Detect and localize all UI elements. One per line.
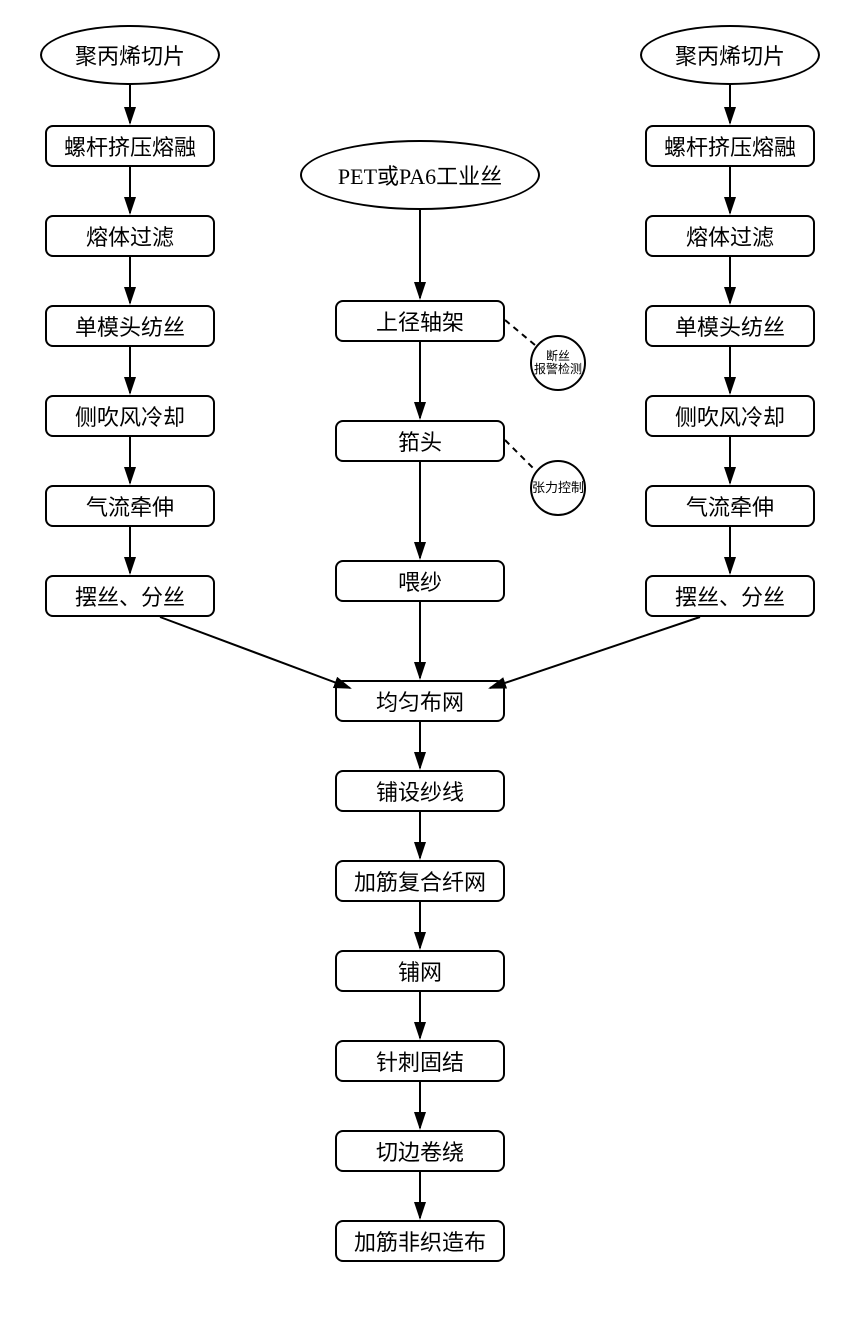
center-step-2: 喂纱 [335,560,505,602]
center-step-1-label: 筘头 [398,425,442,457]
center-start: PET或PA6工业丝 [300,140,540,210]
left-step-5: 摆丝、分丝 [45,575,215,617]
left-step-1-label: 熔体过滤 [86,220,174,252]
left-step-4-label: 气流牵伸 [86,490,174,522]
right-step-0: 螺杆挤压熔融 [645,125,815,167]
right-step-1-label: 熔体过滤 [686,220,774,252]
left-step-2-label: 单模头纺丝 [75,310,185,342]
left-step-0: 螺杆挤压熔融 [45,125,215,167]
tension-label: 张力控制 [532,481,584,495]
merge-step-2: 加筋复合纤网 [335,860,505,902]
right-step-4: 气流牵伸 [645,485,815,527]
right-step-4-label: 气流牵伸 [686,490,774,522]
merge-step-1: 铺设纱线 [335,770,505,812]
merge-step-1-label: 铺设纱线 [376,775,464,807]
left-start-label: 聚丙烯切片 [75,39,185,71]
left-step-1: 熔体过滤 [45,215,215,257]
right-start-label: 聚丙烯切片 [675,39,785,71]
merge-step-3: 铺网 [335,950,505,992]
center-step-0: 上径轴架 [335,300,505,342]
right-step-5-label: 摆丝、分丝 [675,580,785,612]
left-step-2: 单模头纺丝 [45,305,215,347]
merge-step-6: 加筋非织造布 [335,1220,505,1262]
merge-step-5-label: 切边卷绕 [376,1135,464,1167]
merge-step-5: 切边卷绕 [335,1130,505,1172]
right-step-5: 摆丝、分丝 [645,575,815,617]
left-step-3-label: 侧吹风冷却 [75,400,185,432]
merge-step-0-label: 均匀布网 [376,685,464,717]
center-step-0-label: 上径轴架 [376,305,464,337]
center-step-2-label: 喂纱 [398,565,442,597]
merge-step-4: 针刺固结 [335,1040,505,1082]
center-start-label: PET或PA6工业丝 [338,159,502,191]
center-step-1: 筘头 [335,420,505,462]
right-step-1: 熔体过滤 [645,215,815,257]
merge-step-0: 均匀布网 [335,680,505,722]
right-step-2: 单模头纺丝 [645,305,815,347]
right-step-2-label: 单模头纺丝 [675,310,785,342]
left-start: 聚丙烯切片 [40,25,220,85]
tension-annotation: 张力控制 [530,460,586,516]
alarm-label: 断丝 报警检测 [534,350,582,376]
merge-step-2-label: 加筋复合纤网 [354,865,486,897]
left-step-0-label: 螺杆挤压熔融 [64,130,196,162]
right-step-3-label: 侧吹风冷却 [675,400,785,432]
right-step-0-label: 螺杆挤压熔融 [664,130,796,162]
merge-step-4-label: 针刺固结 [376,1045,464,1077]
alarm-annotation: 断丝 报警检测 [530,335,586,391]
right-step-3: 侧吹风冷却 [645,395,815,437]
left-step-3: 侧吹风冷却 [45,395,215,437]
left-step-5-label: 摆丝、分丝 [75,580,185,612]
merge-step-3-label: 铺网 [398,955,442,987]
left-step-4: 气流牵伸 [45,485,215,527]
right-start: 聚丙烯切片 [640,25,820,85]
merge-step-6-label: 加筋非织造布 [354,1225,486,1257]
